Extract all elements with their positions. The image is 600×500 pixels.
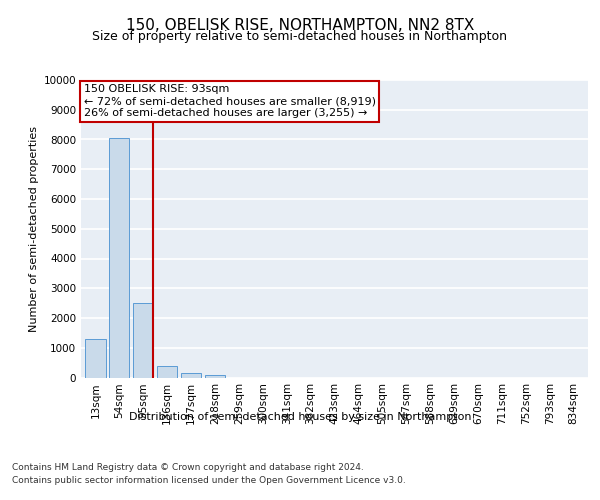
Text: Distribution of semi-detached houses by size in Northampton: Distribution of semi-detached houses by … — [129, 412, 471, 422]
Y-axis label: Number of semi-detached properties: Number of semi-detached properties — [29, 126, 40, 332]
Text: Size of property relative to semi-detached houses in Northampton: Size of property relative to semi-detach… — [92, 30, 508, 43]
Text: Contains public sector information licensed under the Open Government Licence v3: Contains public sector information licen… — [12, 476, 406, 485]
Bar — [133, 302, 154, 378]
Bar — [157, 366, 177, 378]
Bar — [109, 138, 130, 378]
Bar — [205, 375, 225, 378]
Text: Contains HM Land Registry data © Crown copyright and database right 2024.: Contains HM Land Registry data © Crown c… — [12, 462, 364, 471]
Bar — [85, 339, 106, 378]
Text: 150, OBELISK RISE, NORTHAMPTON, NN2 8TX: 150, OBELISK RISE, NORTHAMPTON, NN2 8TX — [126, 18, 474, 32]
Text: 150 OBELISK RISE: 93sqm
← 72% of semi-detached houses are smaller (8,919)
26% of: 150 OBELISK RISE: 93sqm ← 72% of semi-de… — [83, 84, 376, 117]
Bar — [181, 373, 201, 378]
